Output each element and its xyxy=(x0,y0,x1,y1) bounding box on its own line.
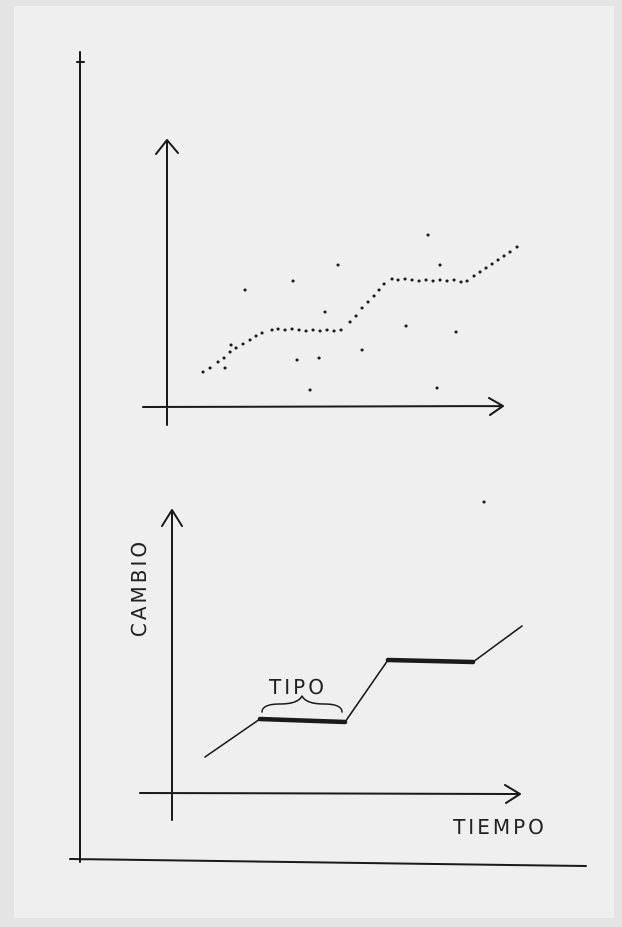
bracket-label: TIPO xyxy=(268,675,327,699)
page: TIPO CAMBIO TIEMPO (() => { const data =… xyxy=(0,0,622,927)
x-axis-label: TIEMPO xyxy=(452,815,547,839)
paper xyxy=(14,6,614,918)
sketch: TIPO CAMBIO TIEMPO xyxy=(0,0,622,927)
y-axis-label: CAMBIO xyxy=(127,539,151,637)
